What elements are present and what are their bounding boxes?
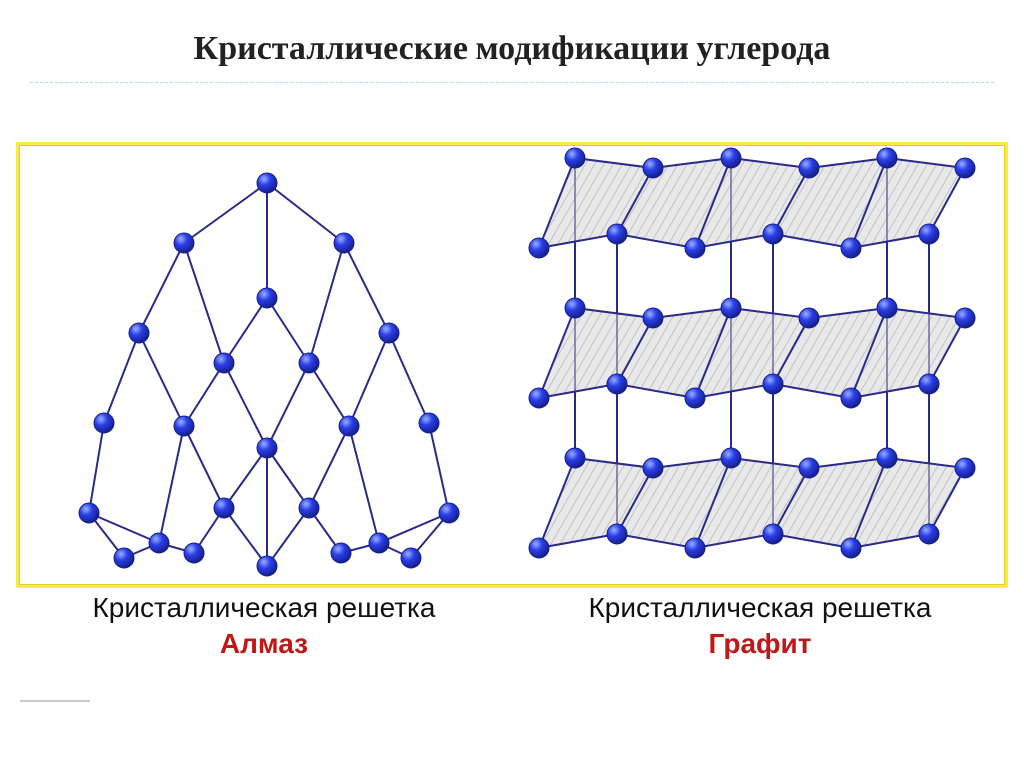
- caption-row: Кристаллическая решетка Алмаз Кристаллич…: [16, 592, 1008, 660]
- caption-right: Кристаллическая решетка Графит: [512, 592, 1008, 660]
- footer-accent-line: [20, 700, 90, 702]
- slide: Кристаллические модификации углерода Кри…: [0, 0, 1024, 767]
- caption-left: Кристаллическая решетка Алмаз: [16, 592, 512, 660]
- caption-right-line2: Графит: [512, 628, 1008, 660]
- figure-frame: [16, 142, 1008, 588]
- decorative-streaks: [0, 647, 1024, 767]
- caption-left-line1: Кристаллическая решетка: [16, 592, 512, 624]
- graphite-lattice: [529, 148, 975, 558]
- caption-right-line1: Кристаллическая решетка: [512, 592, 1008, 624]
- slide-title: Кристаллические модификации углерода: [0, 0, 1024, 68]
- diamond-lattice: [79, 173, 459, 576]
- caption-left-line2: Алмаз: [16, 628, 512, 660]
- title-divider: [30, 82, 994, 83]
- crystal-diagrams: [19, 145, 1005, 585]
